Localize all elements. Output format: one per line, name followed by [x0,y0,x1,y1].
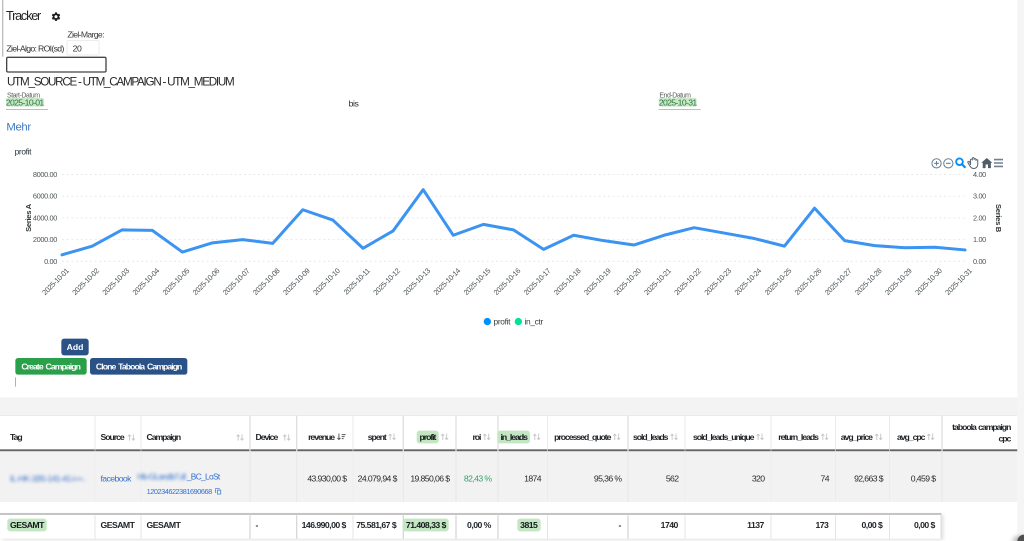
svg-text:2025-10-03: 2025-10-03 [100,266,131,297]
svg-text:2025-10-14: 2025-10-14 [432,266,463,297]
svg-text:2025-10-21: 2025-10-21 [642,266,673,297]
svg-text:2025-10-11: 2025-10-11 [342,266,372,296]
svg-text:8000.00: 8000.00 [33,170,57,179]
svg-text:0.00: 0.00 [44,257,57,266]
svg-text:2025-10-01: 2025-10-01 [40,266,71,297]
svg-text:2025-10-23: 2025-10-23 [702,266,733,297]
svg-text:2025-10-24: 2025-10-24 [733,266,764,297]
svg-text:profit: profit [15,147,33,157]
svg-text:Series B: Series B [994,204,1003,233]
svg-text:2025-10-28: 2025-10-28 [853,266,884,297]
svg-text:2000.00: 2000.00 [33,235,57,244]
svg-text:2025-10-26: 2025-10-26 [793,266,824,297]
svg-text:3.00: 3.00 [973,192,986,201]
svg-text:2025-10-20: 2025-10-20 [612,266,643,297]
svg-text:6000.00: 6000.00 [33,192,57,201]
svg-text:profit: profit [494,317,512,327]
svg-text:2025-10-22: 2025-10-22 [672,266,703,297]
svg-text:2025-10-30: 2025-10-30 [913,266,944,297]
svg-text:2025-10-10: 2025-10-10 [311,266,342,297]
svg-text:2025-10-13: 2025-10-13 [401,266,432,297]
svg-text:4000.00: 4000.00 [33,213,57,222]
svg-text:in_ctr: in_ctr [525,317,544,327]
svg-text:1.00: 1.00 [973,235,986,244]
svg-text:2025-10-25: 2025-10-25 [763,266,794,297]
svg-text:2025-10-27: 2025-10-27 [823,266,854,297]
svg-text:2025-10-05: 2025-10-05 [161,266,192,297]
svg-text:2025-10-29: 2025-10-29 [883,266,914,297]
svg-text:2025-10-15: 2025-10-15 [462,266,493,297]
svg-text:2025-10-06: 2025-10-06 [191,266,222,297]
svg-text:2025-10-08: 2025-10-08 [251,266,282,297]
svg-text:4.00: 4.00 [973,170,986,179]
svg-text:2025-10-31: 2025-10-31 [943,266,974,297]
svg-text:2025-10-04: 2025-10-04 [131,266,162,297]
svg-text:2025-10-17: 2025-10-17 [522,266,553,297]
svg-text:0.00: 0.00 [973,257,986,266]
svg-text:2025-10-07: 2025-10-07 [221,266,252,297]
svg-text:2025-10-18: 2025-10-18 [552,266,583,297]
svg-text:2025-10-16: 2025-10-16 [492,266,523,297]
svg-text:2025-10-02: 2025-10-02 [70,266,101,297]
svg-text:2.00: 2.00 [973,213,986,222]
svg-text:Series A: Series A [24,203,33,231]
svg-text:2025-10-19: 2025-10-19 [582,266,613,297]
svg-text:2025-10-09: 2025-10-09 [281,266,312,297]
svg-text:2025-10-12: 2025-10-12 [371,266,402,297]
